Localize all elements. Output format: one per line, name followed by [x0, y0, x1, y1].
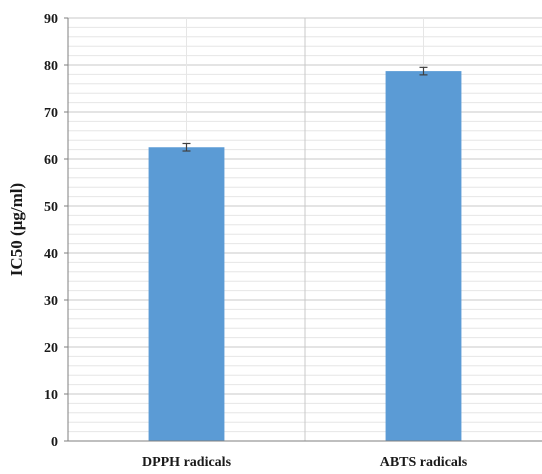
- bar-1: [385, 71, 462, 442]
- bars: [148, 66, 462, 442]
- y-tick-label: 70: [44, 106, 58, 121]
- x-tick-label: DPPH radicals: [142, 455, 232, 470]
- bar-0: [148, 147, 225, 441]
- y-tick-label: 0: [51, 435, 58, 450]
- y-tick-label: 50: [44, 200, 58, 215]
- y-tick-label: 30: [44, 294, 58, 309]
- tick-labels: DPPH radicals ABTS radicals 0 10 20 30 40 50 60 7…: [44, 12, 468, 470]
- x-tick-label: ABTS radicals: [380, 455, 468, 470]
- grid-lines: [68, 17, 542, 441]
- y-tick-label: 20: [44, 341, 58, 356]
- axes: [64, 17, 542, 442]
- y-tick-label: 60: [44, 153, 58, 168]
- y-tick-label: 10: [44, 388, 58, 403]
- y-tick-label: 80: [44, 59, 58, 74]
- y-tick-label: 90: [44, 12, 58, 27]
- y-tick-label: 40: [44, 247, 58, 262]
- y-axis-title: IC50 (µg/ml): [7, 183, 26, 276]
